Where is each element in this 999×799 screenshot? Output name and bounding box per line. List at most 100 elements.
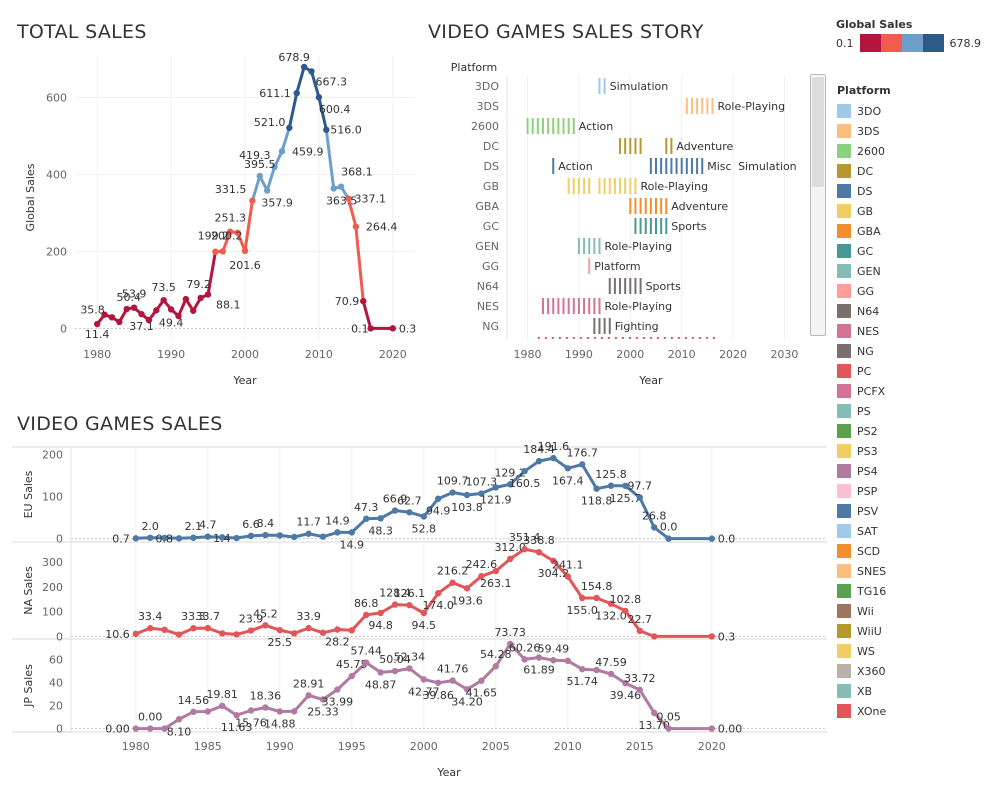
- data-point: [147, 534, 154, 541]
- data-point: [507, 640, 514, 648]
- data-point: [593, 594, 600, 602]
- data-point: [348, 529, 355, 536]
- legend-item-ng[interactable]: NG: [833, 341, 993, 361]
- x-tick-label: 2030: [770, 348, 798, 361]
- legend-item-gen[interactable]: GEN: [833, 261, 993, 281]
- legend-swatch: [837, 524, 851, 538]
- legend-label: NG: [857, 344, 874, 358]
- legend-item-psp[interactable]: PSP: [833, 481, 993, 501]
- legend-item-pcfx[interactable]: PCFX: [833, 381, 993, 401]
- x-tick-label: 2010: [668, 348, 696, 361]
- y-tick-label: 0: [56, 533, 63, 546]
- series-line-segment: [346, 197, 358, 229]
- legend-label: XB: [857, 684, 873, 698]
- legend-item-psv[interactable]: PSV: [833, 501, 993, 521]
- data-point: [305, 692, 312, 699]
- data-point: [377, 669, 384, 676]
- legend-item-n64[interactable]: N64: [833, 301, 993, 321]
- legend-swatch: [837, 244, 851, 258]
- data-point: [130, 304, 138, 311]
- legend-item-dc[interactable]: DC: [833, 161, 993, 181]
- data-point: [167, 306, 175, 313]
- legend-item-3ds[interactable]: 3DS: [833, 121, 993, 141]
- legend-item-wii[interactable]: Wii: [833, 601, 993, 621]
- data-label: 42.77: [408, 685, 440, 698]
- y-tick-label: 0: [60, 322, 67, 335]
- data-point: [147, 725, 154, 732]
- legend-item-gba[interactable]: GBA: [833, 221, 993, 241]
- data-point: [247, 627, 255, 634]
- legend-item-pc[interactable]: PC: [833, 361, 993, 381]
- legend-item-tg16[interactable]: TG16: [833, 581, 993, 601]
- legend-item-ws[interactable]: WS: [833, 641, 993, 661]
- legend-item-sat[interactable]: SAT: [833, 521, 993, 541]
- legend-item-gb[interactable]: GB: [833, 201, 993, 221]
- legend-item-x360[interactable]: X360: [833, 661, 993, 681]
- data-label: 0.0: [660, 521, 678, 534]
- legend-item-ds[interactable]: DS: [833, 181, 993, 201]
- x-tick-label: 1980: [122, 740, 150, 753]
- data-point: [492, 484, 499, 491]
- legend-item-xb[interactable]: XB: [833, 681, 993, 701]
- data-point: [334, 529, 341, 536]
- series-line-segment: [354, 225, 365, 303]
- data-label: 1.4: [213, 532, 231, 545]
- data-label: 28.91: [293, 677, 325, 690]
- data-label: 45.2: [253, 607, 278, 620]
- legend-item-gc[interactable]: GC: [833, 241, 993, 261]
- y-tick-label: 600: [46, 91, 67, 104]
- scrollbar-thumb[interactable]: [812, 77, 824, 187]
- data-point: [507, 555, 514, 563]
- legend-item-snes[interactable]: SNES: [833, 561, 993, 581]
- data-point: [153, 307, 160, 314]
- data-label: 199.2: [198, 230, 230, 243]
- legend-label: WiiU: [857, 624, 882, 638]
- y-tick-label: 20: [49, 700, 63, 713]
- data-point: [463, 585, 471, 592]
- legend-swatch: [837, 304, 851, 318]
- legend-item-2600[interactable]: 2600: [833, 141, 993, 161]
- legend-item-xone[interactable]: XOne: [833, 701, 993, 721]
- color-scale-title: Global Sales: [836, 18, 913, 31]
- legend-item-ps2[interactable]: PS2: [833, 421, 993, 441]
- data-point: [175, 535, 183, 542]
- data-label: 0.3: [399, 322, 417, 335]
- legend-item-3do[interactable]: 3DO: [833, 101, 993, 121]
- data-label: 39.86: [422, 689, 454, 702]
- legend-item-ps4[interactable]: PS4: [833, 461, 993, 481]
- platform-label: GG: [482, 260, 499, 273]
- legend-label: PSV: [857, 504, 879, 518]
- legend-label: PS2: [857, 424, 878, 438]
- data-point: [564, 465, 571, 472]
- data-label: 18.36: [250, 689, 282, 702]
- y-tick-label: 200: [46, 245, 67, 258]
- data-point: [190, 534, 197, 541]
- data-point: [463, 686, 471, 693]
- legend-item-gg[interactable]: GG: [833, 281, 993, 301]
- data-label: 37.1: [129, 320, 154, 333]
- y-axis-title: Platform: [451, 61, 497, 74]
- data-label: 2.1: [185, 520, 203, 533]
- data-point: [622, 607, 629, 615]
- data-label: 121.9: [480, 493, 512, 506]
- data-label: 25.5: [268, 636, 293, 649]
- x-tick-label: 2020: [719, 348, 747, 361]
- series-line-segment: [221, 230, 232, 253]
- data-label: 51.74: [566, 675, 598, 688]
- legend-label: PC: [857, 364, 872, 378]
- data-point: [276, 626, 283, 634]
- data-point: [234, 229, 241, 236]
- data-point: [291, 708, 298, 715]
- legend-item-scd[interactable]: SCD: [833, 541, 993, 561]
- data-point: [262, 704, 269, 711]
- legend-item-ps3[interactable]: PS3: [833, 441, 993, 461]
- data-label: 125.8: [595, 468, 627, 481]
- legend-item-ps[interactable]: PS: [833, 401, 993, 421]
- data-label: 23.9: [239, 613, 264, 626]
- legend-item-nes[interactable]: NES: [833, 321, 993, 341]
- data-label: 216.2: [437, 565, 469, 578]
- data-label: 88.1: [216, 299, 241, 312]
- data-label: 52.8: [412, 522, 437, 535]
- story-scrollbar[interactable]: [810, 74, 826, 336]
- legend-item-wiiu[interactable]: WiiU: [833, 621, 993, 641]
